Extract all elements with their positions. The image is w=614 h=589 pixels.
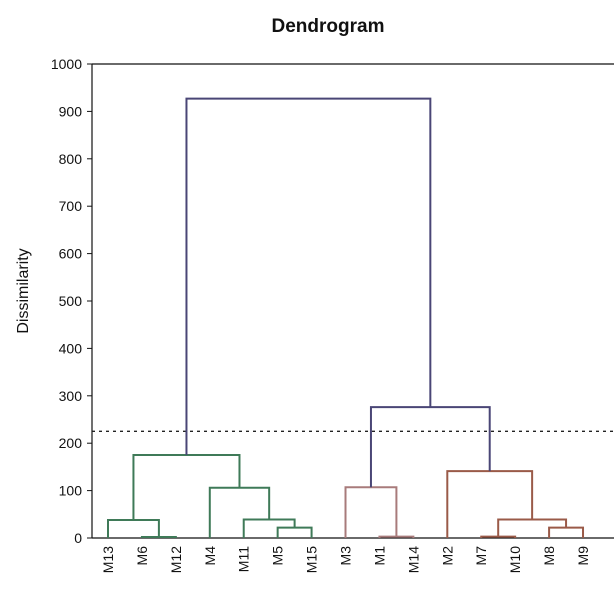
y-tick-label: 900	[59, 103, 83, 119]
leaf-label: M14	[405, 546, 421, 573]
y-tick-label: 1000	[51, 56, 82, 72]
leaf-label: M10	[507, 546, 523, 573]
leaf-label: M3	[338, 546, 354, 566]
y-tick-label: 100	[59, 483, 83, 499]
merge-link-N	[185, 97, 432, 456]
leaf-label: M8	[541, 546, 557, 566]
dendrogram-links	[107, 97, 585, 539]
merge-link-M	[369, 406, 491, 488]
leaf-label: M4	[202, 546, 218, 566]
y-tick-label: 800	[59, 151, 83, 167]
leaf-label: M5	[270, 546, 286, 566]
y-tick-label: 700	[59, 198, 83, 214]
leaf-label: M15	[304, 546, 320, 573]
leaf-labels: M13 M6 M12 M4 M11 M5 M15 M3 M1 M14 M2 M7 M10 M8 M9	[100, 546, 591, 573]
leaf-label: M2	[439, 546, 455, 566]
leaf-label: M11	[236, 546, 252, 572]
y-tick-label: 600	[59, 246, 83, 262]
leaf-label: M12	[168, 546, 184, 573]
leaf-label: M7	[473, 546, 489, 566]
merge-link-E	[208, 486, 271, 538]
y-tick-label: 400	[59, 340, 83, 356]
merge-link-H	[344, 486, 398, 538]
merge-link-J	[548, 526, 585, 538]
chart-title: Dendrogram	[272, 16, 385, 37]
y-tick-label: 500	[59, 293, 83, 309]
merge-link-C	[276, 526, 313, 538]
leaf-label: M9	[575, 546, 591, 566]
merge-link-B	[107, 518, 160, 538]
merge-link-L	[446, 470, 534, 538]
merge-link-D	[242, 518, 296, 538]
leaf-label: M13	[100, 546, 116, 573]
merge-link-A	[140, 536, 177, 539]
y-tick-label: 300	[59, 388, 83, 404]
y-axis-label: Dissimilarity	[15, 248, 32, 333]
y-tick-label: 0	[74, 530, 82, 546]
leaf-label: M1	[371, 546, 387, 566]
leaf-label: M6	[134, 546, 150, 566]
axes: 0 100 200 300 400 500 600 700 800 900 1000	[51, 56, 614, 546]
y-tick-label: 200	[59, 435, 83, 451]
